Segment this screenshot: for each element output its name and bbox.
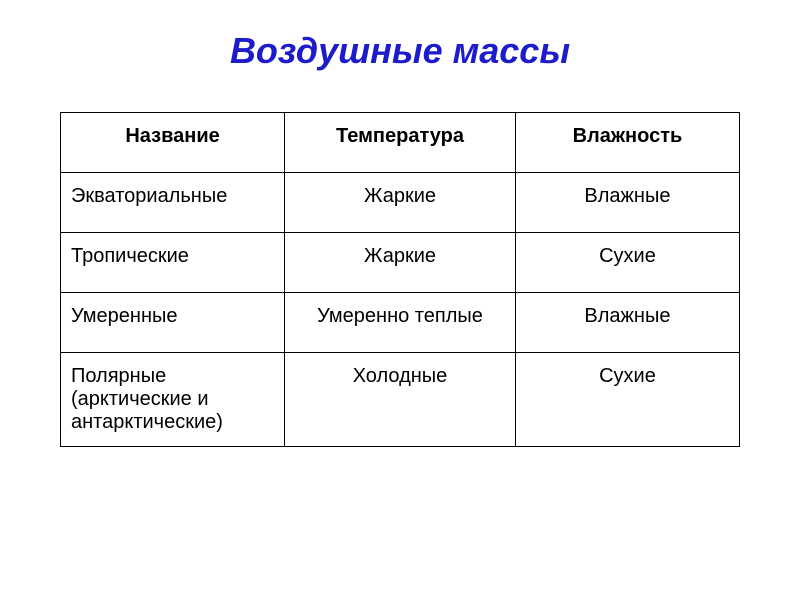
cell-humidity: Сухие	[515, 233, 739, 293]
col-header-humidity: Влажность	[515, 113, 739, 173]
cell-name: Умеренные	[61, 293, 285, 353]
cell-temperature: Холодные	[285, 353, 516, 447]
col-header-temperature: Температура	[285, 113, 516, 173]
table-row: Полярные (арктические и антарктические) …	[61, 353, 740, 447]
page-title: Воздушные массы	[50, 30, 750, 72]
table-row: Умеренные Умеренно теплые Влажные	[61, 293, 740, 353]
cell-name: Полярные (арктические и антарктические)	[61, 353, 285, 447]
cell-humidity: Влажные	[515, 173, 739, 233]
cell-name: Тропические	[61, 233, 285, 293]
cell-temperature: Умеренно теплые	[285, 293, 516, 353]
cell-temperature: Жаркие	[285, 233, 516, 293]
table-row: Экваториальные Жаркие Влажные	[61, 173, 740, 233]
cell-temperature: Жаркие	[285, 173, 516, 233]
col-header-name: Название	[61, 113, 285, 173]
table-row: Тропические Жаркие Сухие	[61, 233, 740, 293]
cell-name: Экваториальные	[61, 173, 285, 233]
cell-humidity: Сухие	[515, 353, 739, 447]
cell-humidity: Влажные	[515, 293, 739, 353]
table-header-row: Название Температура Влажность	[61, 113, 740, 173]
air-masses-table: Название Температура Влажность Экваториа…	[60, 112, 740, 447]
